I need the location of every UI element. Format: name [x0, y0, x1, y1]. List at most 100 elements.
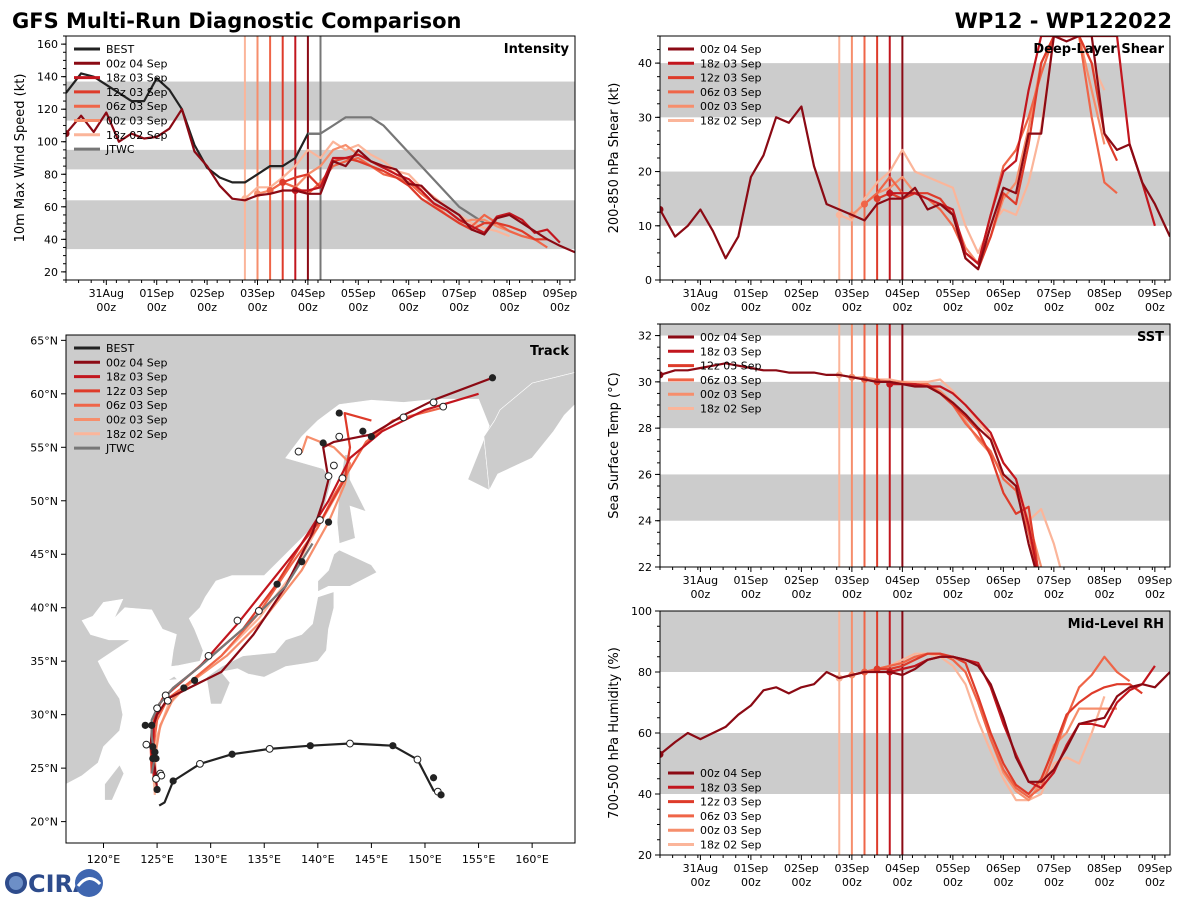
track-legend-label: 00z 04 Sep — [106, 356, 168, 369]
logo-cloud-icon — [75, 869, 103, 897]
shear-xtick-label: 00z — [943, 301, 963, 314]
track-ytick-label: 60°N — [30, 388, 58, 401]
intensity-xtick-label: 08Sep — [492, 287, 527, 300]
sst-xtick-label: 00z — [1094, 588, 1114, 601]
track-ytick-label: 35°N — [30, 655, 58, 668]
track-filled-marker — [190, 676, 199, 685]
rh-xtick-label: 07Sep — [1036, 862, 1071, 875]
intensity-series-line — [295, 153, 561, 244]
intensity-xtick-label: 00z — [500, 301, 520, 314]
sst-legend-label: 00z 03 Sep — [700, 388, 762, 401]
track-land-asia — [66, 335, 575, 785]
intensity-series-start-point — [279, 178, 287, 186]
logo-globe-inner-icon — [9, 876, 23, 890]
track-xtick-label: 155°E — [462, 853, 495, 866]
track-filled-marker — [149, 754, 157, 763]
shear-legend-label: 18z 03 Sep — [700, 57, 762, 70]
rh-xtick-label: 01Sep — [734, 862, 769, 875]
track-open-marker — [265, 744, 274, 753]
shear-legend-label: 18z 02 Sep — [700, 115, 762, 128]
shear-xtick-label: 02Sep — [784, 287, 819, 300]
sst-ytick-label: 32 — [638, 330, 652, 343]
shear-legend-label: 00z 04 Sep — [700, 43, 762, 56]
track-ytick-label: 40°N — [30, 602, 58, 615]
intensity-xtick-label: 02Sep — [190, 287, 225, 300]
shear-series-start-point — [835, 211, 843, 219]
sst-xtick-label: 00z — [741, 588, 761, 601]
sst-xtick-label: 00z — [1145, 588, 1165, 601]
shear-xtick-label: 07Sep — [1036, 287, 1071, 300]
rh-xtick-label: 06Sep — [986, 862, 1021, 875]
rh-xtick-label: 02Sep — [784, 862, 819, 875]
track-filled-marker — [367, 433, 375, 441]
rh-xtick-label: 00z — [842, 876, 862, 889]
shear-threshold-band — [660, 171, 1170, 226]
track-open-marker — [413, 755, 422, 764]
track-filled-marker — [298, 558, 306, 566]
sst-xtick-label: 00z — [791, 588, 811, 601]
track-xtick-label: 140°E — [301, 853, 334, 866]
intensity-xtick-label: 05Sep — [341, 287, 376, 300]
shear-ytick-label: 40 — [638, 57, 652, 70]
intensity-xtick-label: 00z — [449, 301, 469, 314]
track-xtick-label: 150°E — [408, 853, 441, 866]
track-open-marker — [316, 516, 324, 524]
shear-series-start-point — [873, 195, 881, 203]
track-filled-marker — [359, 427, 367, 435]
shear-series-start-point — [886, 189, 894, 197]
intensity-ytick-label: 120 — [37, 103, 58, 116]
track-land-japan — [206, 591, 335, 705]
track-legend-label: 12z 03 Sep — [106, 385, 168, 398]
intensity-panel: 2040608010012014016031Aug00z01Sep00z02Se… — [13, 35, 577, 314]
sst-ytick-label: 26 — [638, 468, 652, 481]
track-open-marker — [324, 472, 333, 481]
track-land-kamchatka — [483, 372, 575, 492]
track-legend-label: 06z 03 Sep — [106, 399, 168, 412]
rh-series-start-point — [873, 665, 881, 673]
rh-xtick-label: 03Sep — [835, 862, 870, 875]
track-series-line — [158, 742, 442, 807]
rh-series-line — [877, 652, 1143, 796]
shear-xtick-label: 00z — [691, 301, 711, 314]
track-filled-marker — [324, 518, 333, 526]
intensity-xtick-label: 00z — [147, 301, 167, 314]
intensity-legend-label: 18z 03 Sep — [106, 72, 168, 85]
track-open-marker — [196, 759, 204, 768]
sst-series-start-point — [660, 371, 664, 379]
track-filled-marker — [153, 785, 161, 794]
track-ytick-label: 45°N — [30, 548, 58, 561]
track-panel-label: Track — [530, 344, 569, 359]
sst-xtick-label: 04Sep — [885, 574, 920, 587]
track-filled-marker — [306, 742, 314, 750]
rh-xtick-label: 04Sep — [885, 862, 920, 875]
track-legend-label: JTWC — [105, 442, 135, 455]
sst-panel: 22242628303231Aug00z01Sep00z02Sep00z03Se… — [607, 323, 1172, 601]
sst-series-line — [889, 383, 1038, 567]
intensity-series-line — [244, 140, 510, 238]
sst-plot-area — [660, 324, 1170, 567]
sst-xtick-label: 02Sep — [784, 574, 819, 587]
shear-xtick-label: 04Sep — [885, 287, 920, 300]
track-open-marker — [338, 474, 347, 483]
track-open-marker — [439, 402, 448, 411]
shear-panel: 01020304031Aug00z01Sep00z02Sep00z03Sep00… — [607, 35, 1172, 314]
shear-panel-label: Deep-Layer Shear — [1033, 42, 1164, 57]
track-open-marker — [233, 616, 242, 625]
track-legend-label: BEST — [106, 342, 134, 355]
shear-xtick-label: 00z — [842, 301, 862, 314]
track-open-marker — [204, 651, 213, 660]
rh-series-line — [660, 655, 1170, 783]
shear-xtick-label: 00z — [741, 301, 761, 314]
logo-swoosh-icon — [76, 877, 102, 887]
sst-xtick-label: 07Sep — [1036, 574, 1071, 587]
intensity-plot-area — [66, 36, 575, 280]
sst-xtick-label: 00z — [1044, 588, 1064, 601]
sst-xtick-label: 00z — [993, 588, 1013, 601]
shear-plot-area — [660, 36, 1170, 280]
sst-ytick-label: 30 — [638, 376, 652, 389]
track-land-taiwan — [104, 764, 125, 801]
rh-panel-label: Mid-Level RH — [1068, 617, 1164, 632]
sst-xtick-label: 06Sep — [986, 574, 1021, 587]
sst-xtick-label: 09Sep — [1137, 574, 1172, 587]
